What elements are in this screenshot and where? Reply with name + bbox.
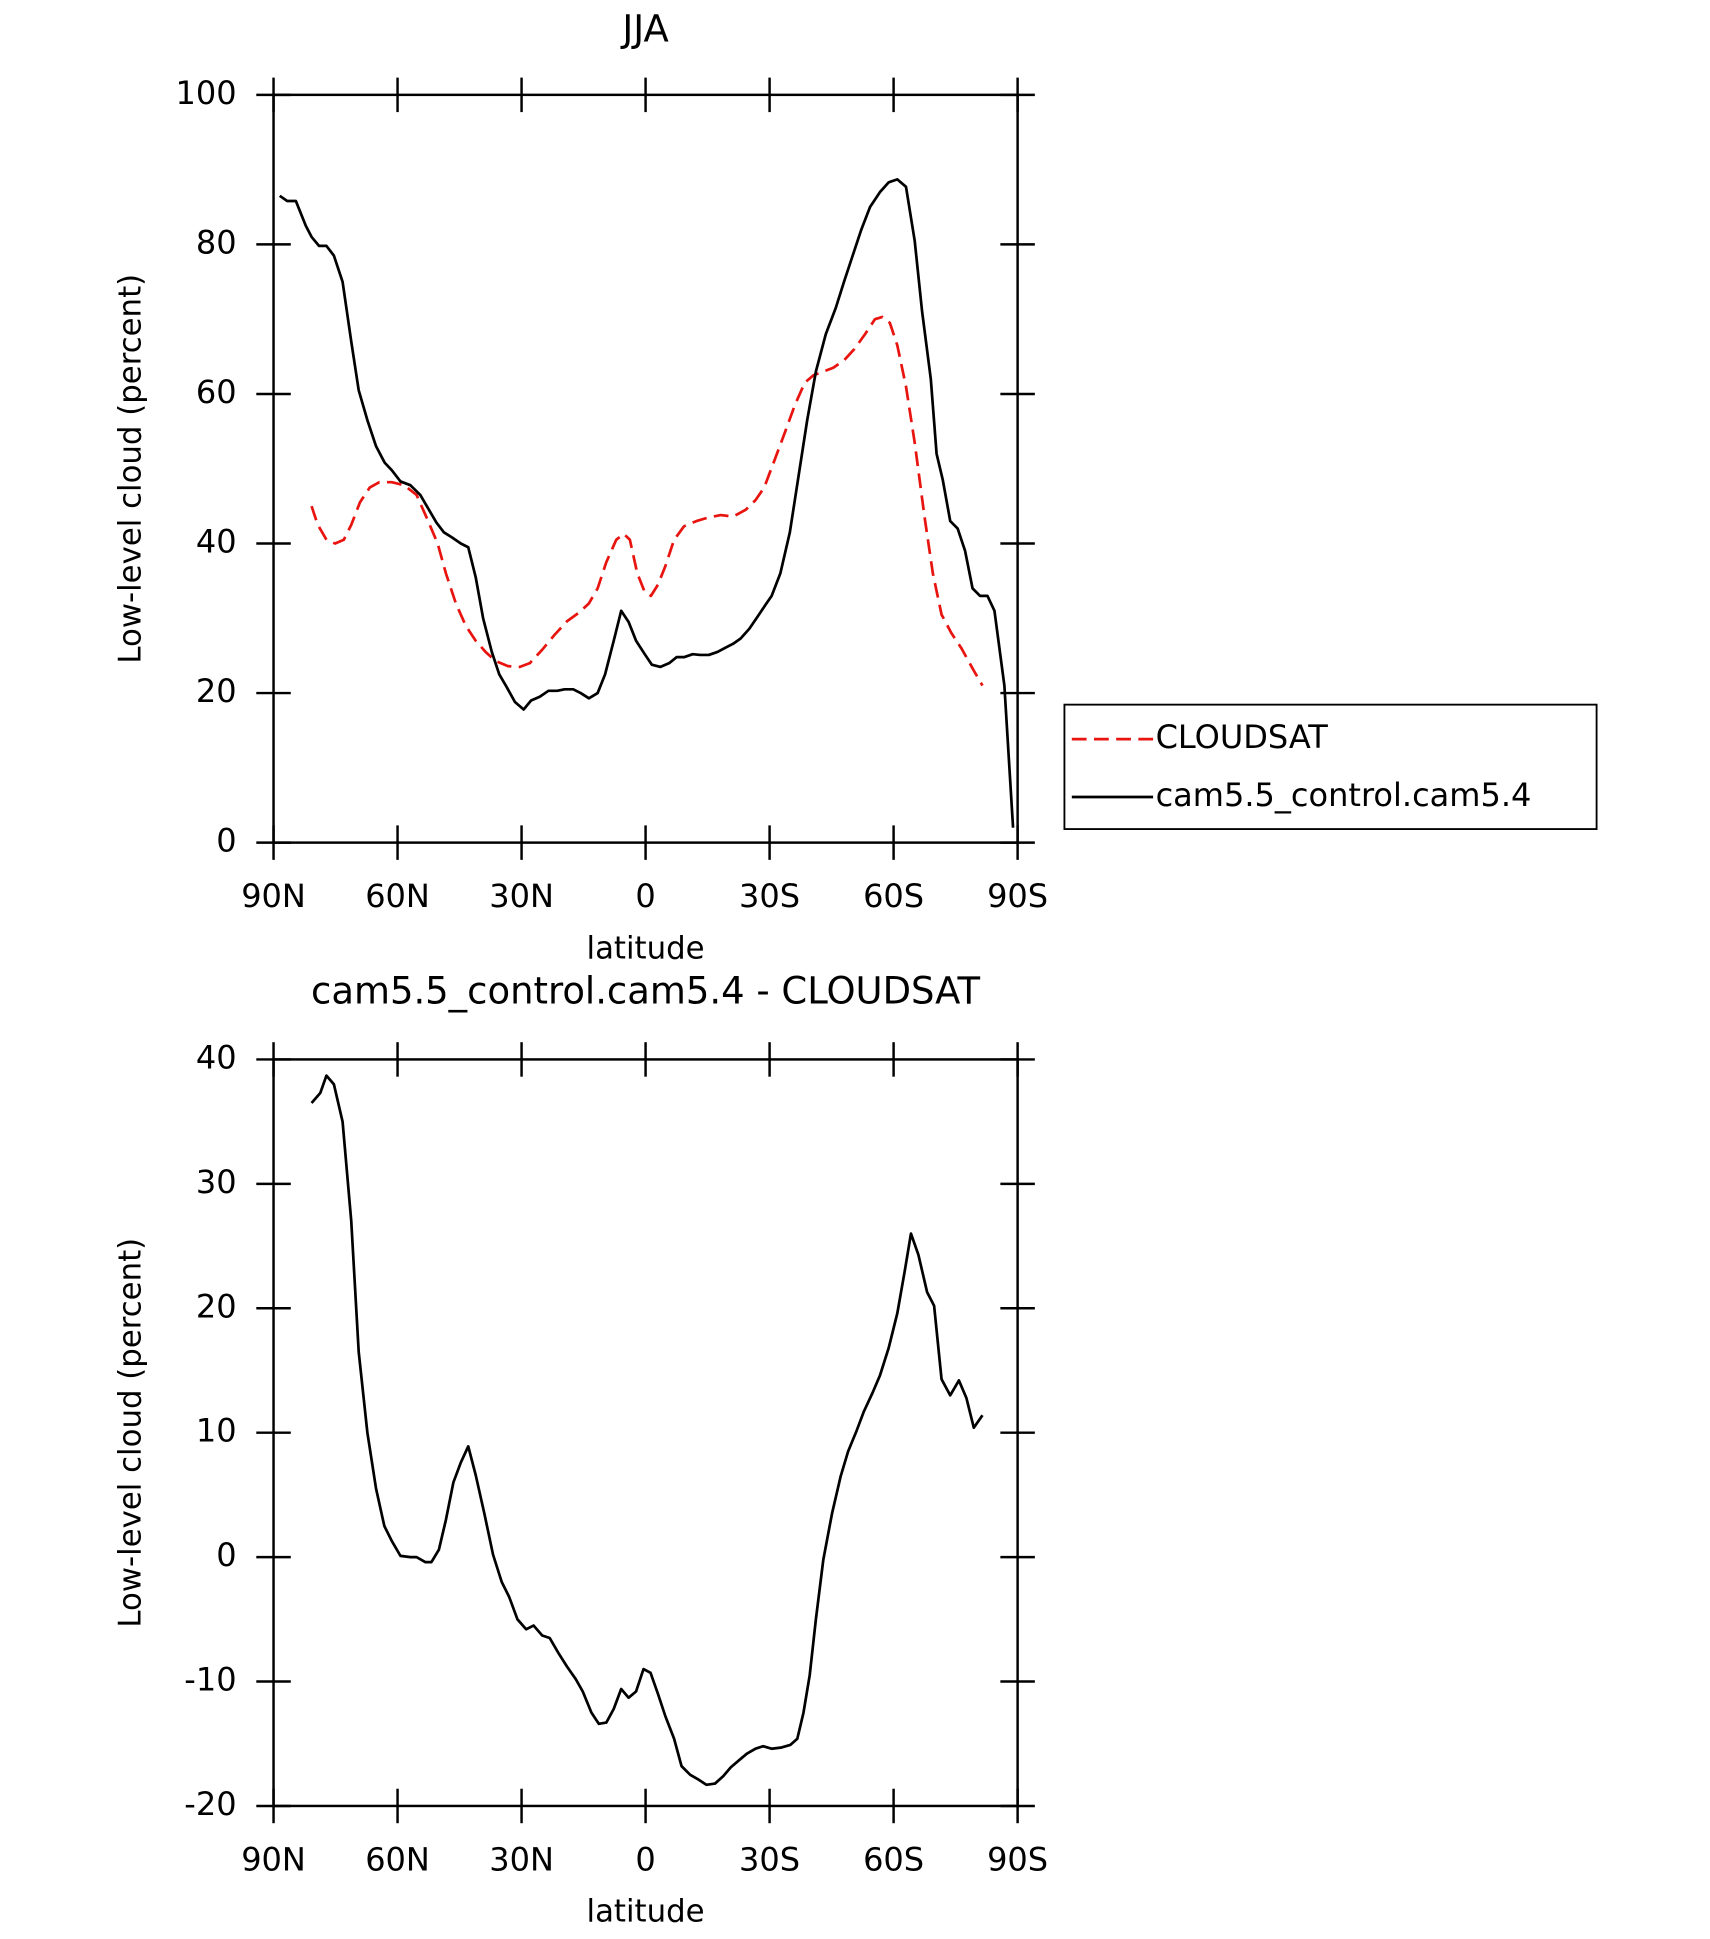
y-axis-label: Low-level cloud (percent) [112,274,148,664]
y-tick-label: 40 [196,1038,237,1076]
legend-label: cam5.5_control.cam5.4 [1156,776,1532,814]
y-tick-label: 20 [196,672,237,710]
y-tick-label: 10 [196,1412,237,1450]
y-tick-label: 30 [196,1163,237,1201]
x-tick-label: 30N [489,877,554,915]
y-tick-label: 60 [196,373,237,411]
x-tick-label: 90S [987,877,1048,915]
y-axis-label: Low-level cloud (percent) [112,1238,148,1628]
x-tick-label: 90S [987,1840,1048,1878]
y-tick-label: 100 [175,74,236,112]
x-tick-label: 60S [863,877,924,915]
x-tick-label: 60N [365,1840,430,1878]
x-tick-label: 30S [739,1840,800,1878]
data-line [310,315,984,687]
y-tick-label: 0 [216,1536,236,1574]
data-line [278,177,1015,828]
plot-frame [272,93,1019,844]
x-tick-label: 60S [863,1840,924,1878]
x-tick-label: 90N [241,1840,306,1878]
y-tick-label: 80 [196,223,237,261]
y-tick-label: 0 [216,822,236,860]
legend-box [1063,703,1598,830]
chart-title: cam5.5_control.cam5.4 - CLOUDSAT [311,969,981,1012]
y-tick-label: -10 [184,1661,236,1699]
data-line [310,1074,984,1787]
x-tick-label: 0 [635,1840,655,1878]
y-tick-label: 40 [196,523,237,561]
y-tick-label: 20 [196,1287,237,1325]
x-tick-label: 90N [241,877,306,915]
legend-label: CLOUDSAT [1156,718,1329,756]
x-tick-label: 60N [365,877,430,915]
y-tick-label: -20 [184,1785,236,1823]
plot-frame [272,1058,1019,1808]
x-tick-label: 0 [635,877,655,915]
x-tick-label: 30N [489,1840,554,1878]
x-axis-label: latitude [587,1894,705,1930]
x-tick-label: 30S [739,877,800,915]
x-axis-label: latitude [587,930,705,966]
chart-title: JJA [620,7,668,50]
